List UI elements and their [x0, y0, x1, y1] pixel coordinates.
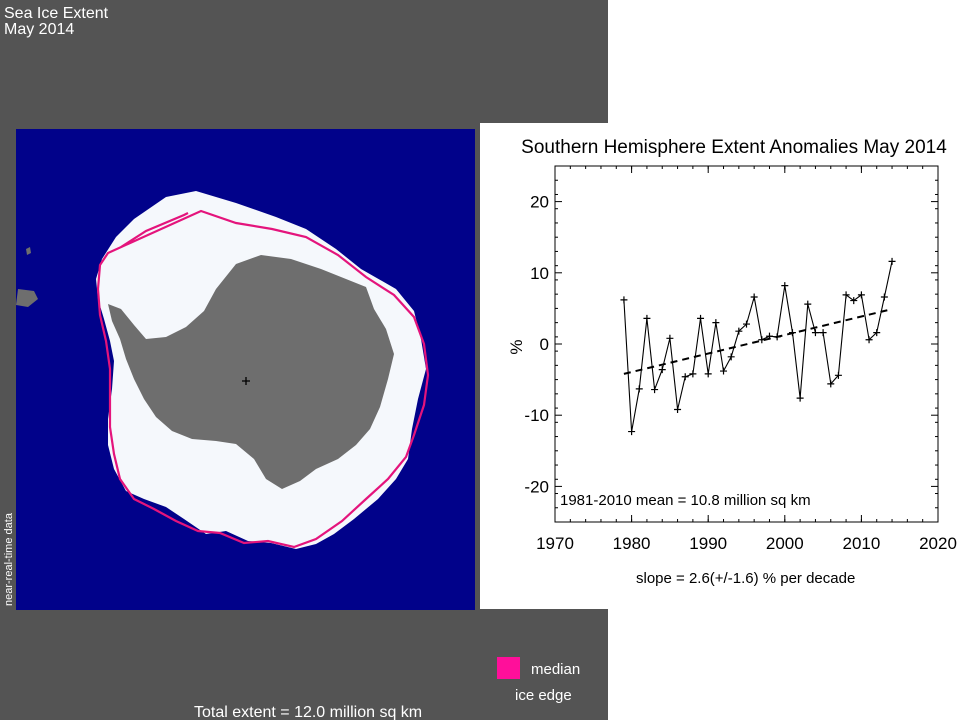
data-point	[666, 334, 674, 342]
x-tick-label: 1970	[536, 534, 574, 553]
data-point	[781, 282, 789, 290]
data-point	[743, 320, 750, 328]
data-point	[712, 319, 720, 327]
x-tick-label: 1990	[689, 534, 727, 553]
series-layer	[620, 257, 896, 436]
y-tick-label: 10	[530, 264, 549, 283]
y-tick-label: -10	[524, 406, 549, 425]
median-legend-swatch	[497, 657, 520, 679]
data-point	[720, 367, 728, 375]
y-axis-label: %	[507, 339, 526, 354]
data-point	[620, 296, 628, 304]
x-tick-label: 2000	[766, 534, 804, 553]
data-point	[880, 293, 888, 301]
data-point	[651, 386, 659, 394]
data-point	[735, 327, 743, 335]
data-point	[796, 394, 804, 402]
map-title-line1: Sea Ice Extent	[4, 5, 109, 22]
data-point	[865, 336, 873, 344]
anomaly-line	[623, 261, 893, 432]
near-real-time-label: near-real-time data	[3, 513, 15, 606]
y-tick-label: 20	[530, 193, 549, 212]
slope-annotation: slope = 2.6(+/-1.6) % per decade	[636, 570, 855, 587]
sea-ice-map	[16, 129, 475, 610]
data-point	[674, 406, 682, 414]
south-pole-marker	[242, 377, 250, 385]
data-point	[804, 300, 812, 308]
data-point	[857, 291, 865, 299]
antarctica-land	[108, 255, 394, 489]
data-point	[628, 428, 636, 436]
data-point	[750, 293, 758, 301]
legend-label-ice-edge: ice edge	[515, 687, 572, 704]
x-tick-label: 2010	[842, 534, 880, 553]
data-point	[643, 314, 651, 322]
data-point	[888, 257, 896, 265]
x-tick-label: 2020	[919, 534, 957, 553]
legend-label-median: median	[531, 661, 581, 678]
data-point	[658, 366, 666, 374]
y-axis: -20 -10 0 10 20	[524, 165, 938, 523]
data-point	[635, 385, 643, 393]
data-point	[834, 371, 842, 379]
x-axis: 1970 1980 1990 2000 2010 2020	[536, 166, 957, 553]
data-point	[819, 329, 827, 337]
median-ice-edge	[96, 209, 430, 549]
data-point	[704, 370, 712, 378]
y-tick-label: 0	[540, 335, 549, 354]
anomaly-chart-panel: Southern Hemisphere Extent Anomalies May…	[480, 123, 960, 609]
data-point	[842, 291, 850, 299]
island	[26, 247, 31, 255]
map-title: Sea Ice Extent May 2014	[4, 6, 108, 38]
y-tick-label: -20	[524, 477, 549, 496]
data-point	[850, 297, 858, 305]
map-title-line2: May 2014	[4, 21, 75, 38]
anomaly-chart: Southern Hemisphere Extent Anomalies May…	[507, 137, 957, 587]
data-point	[811, 329, 819, 337]
mean-annotation: 1981-2010 mean = 10.8 million sq km	[560, 492, 811, 509]
data-point	[681, 373, 689, 381]
chart-title: Southern Hemisphere Extent Anomalies May…	[521, 137, 947, 158]
x-tick-label: 1980	[613, 534, 651, 553]
island	[16, 289, 38, 307]
data-point	[689, 370, 697, 378]
data-point	[873, 329, 881, 337]
total-extent-text: Total extent = 12.0 million sq km	[194, 704, 423, 721]
trend-line	[623, 308, 893, 375]
data-point	[727, 353, 735, 361]
data-point	[697, 314, 705, 322]
data-point	[827, 380, 835, 388]
antarctic-map-graphic	[16, 129, 475, 610]
